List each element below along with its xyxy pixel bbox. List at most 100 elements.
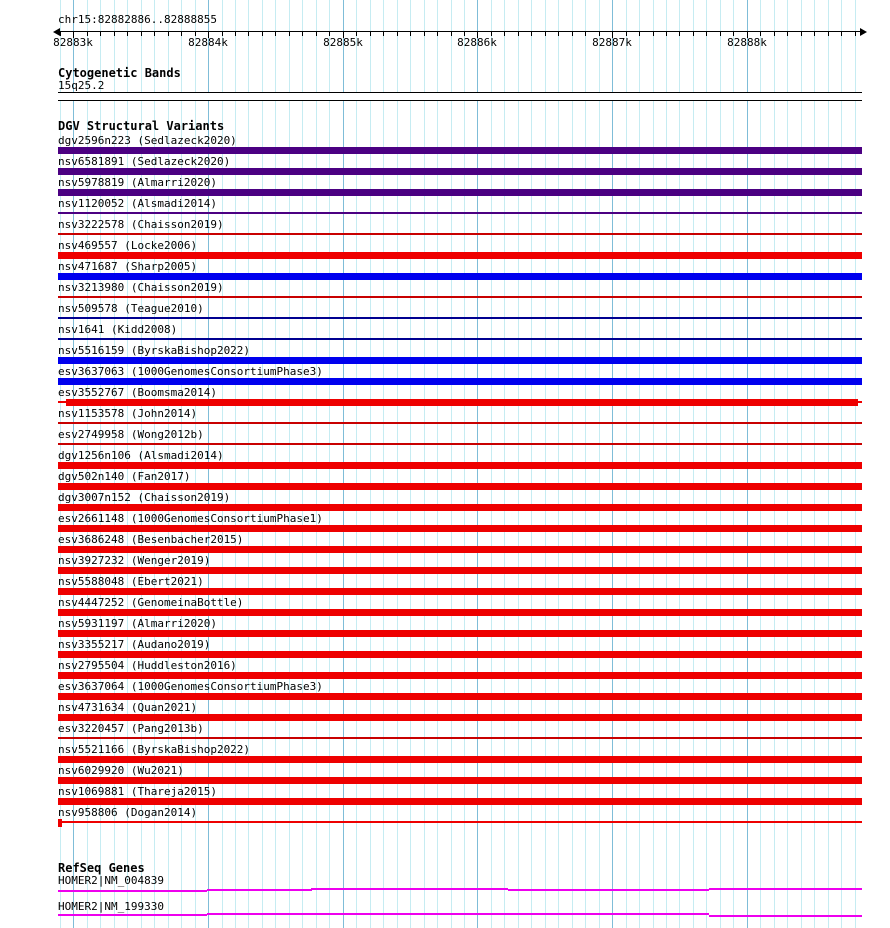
ruler-tick: [679, 31, 680, 36]
gene-line-segment[interactable]: [207, 889, 312, 891]
variant-bar[interactable]: [58, 168, 862, 175]
variant-label[interactable]: nsv1153578 (John2014): [58, 407, 198, 420]
ruler-tick: [518, 31, 519, 36]
ruler-tick-label: 82884k: [188, 36, 228, 49]
variant-label[interactable]: dgv2596n223 (Sedlazeck2020): [58, 134, 237, 147]
ruler-tick: [706, 31, 707, 36]
variant-label[interactable]: esv3637063 (1000GenomesConsortiumPhase3): [58, 365, 323, 378]
variant-bar[interactable]: [58, 714, 862, 721]
ruler-tick: [639, 31, 640, 36]
variant-label[interactable]: nsv4731634 (Quan2021): [58, 701, 198, 714]
variant-label[interactable]: esv3552767 (Boomsma2014): [58, 386, 217, 399]
variant-bar[interactable]: [58, 252, 862, 259]
ruler-tick: [343, 31, 344, 38]
gene-line-segment[interactable]: [311, 888, 508, 890]
variant-line[interactable]: [58, 296, 862, 298]
variant-label[interactable]: nsv4447252 (GenomeinaBottle): [58, 596, 244, 609]
variant-bar[interactable]: [58, 567, 862, 574]
variant-line[interactable]: [58, 737, 862, 739]
gene-line-segment[interactable]: [508, 889, 709, 891]
variant-bar[interactable]: [58, 609, 862, 616]
ruler-tick: [222, 31, 223, 36]
variant-line[interactable]: [58, 422, 862, 424]
variant-label[interactable]: nsv5521166 (ByrskaBishop2022): [58, 743, 251, 756]
gene-label[interactable]: HOMER2|NM_199330: [58, 900, 164, 913]
variant-label[interactable]: dgv3007n152 (Chaisson2019): [58, 491, 231, 504]
variant-label[interactable]: esv3220457 (Pang2013b): [58, 722, 204, 735]
ruler-tick: [397, 31, 398, 36]
variant-label[interactable]: esv3686248 (Besenbacher2015): [58, 533, 244, 546]
ruler-tick: [545, 31, 546, 36]
variant-line[interactable]: [58, 338, 862, 340]
variant-line[interactable]: [58, 443, 862, 445]
ruler-tick-label: 82888k: [727, 36, 767, 49]
ruler-tick: [491, 31, 492, 36]
ruler-tick: [504, 31, 505, 36]
gene-label[interactable]: HOMER2|NM_004839: [58, 874, 164, 887]
variant-label[interactable]: dgv1256n106 (Alsmadi2014): [58, 449, 224, 462]
variant-bar[interactable]: [58, 798, 862, 805]
ruler-tick: [814, 31, 815, 36]
variant-bar[interactable]: [58, 462, 862, 469]
variant-label[interactable]: nsv3222578 (Chaisson2019): [58, 218, 224, 231]
variant-label[interactable]: nsv471687 (Sharp2005): [58, 260, 198, 273]
variant-label[interactable]: nsv1641 (Kidd2008): [58, 323, 178, 336]
variant-bar[interactable]: [58, 693, 862, 700]
variant-line[interactable]: [58, 317, 862, 319]
variant-label[interactable]: nsv3355217 (Audano2019): [58, 638, 211, 651]
variant-bar[interactable]: [58, 546, 862, 553]
variant-bar[interactable]: [58, 588, 862, 595]
variant-label[interactable]: nsv1069881 (Thareja2015): [58, 785, 217, 798]
variant-label[interactable]: esv2661148 (1000GenomesConsortiumPhase1): [58, 512, 323, 525]
variant-bar[interactable]: [58, 672, 862, 679]
variant-label[interactable]: nsv3927232 (Wenger2019): [58, 554, 211, 567]
ruler-tick: [760, 31, 761, 36]
variant-bar[interactable]: [58, 525, 862, 532]
ruler-tick: [733, 31, 734, 36]
variant-bar[interactable]: [58, 357, 862, 364]
variant-label[interactable]: nsv6029920 (Wu2021): [58, 764, 184, 777]
gene-line-segment[interactable]: [508, 913, 709, 915]
variant-label[interactable]: nsv5588048 (Ebert2021): [58, 575, 204, 588]
gene-line-segment[interactable]: [207, 913, 312, 915]
variant-bar[interactable]: [58, 378, 862, 385]
variant-line[interactable]: [58, 233, 862, 235]
variant-bar[interactable]: [58, 147, 862, 154]
variant-label[interactable]: esv3637064 (1000GenomesConsortiumPhase3): [58, 680, 323, 693]
variant-label[interactable]: nsv2795504 (Huddleston2016): [58, 659, 237, 672]
variant-label[interactable]: nsv3213980 (Chaisson2019): [58, 281, 224, 294]
variant-line[interactable]: [58, 212, 862, 214]
variant-label[interactable]: nsv509578 (Teague2010): [58, 302, 204, 315]
variant-label[interactable]: nsv5978819 (Almarri2020): [58, 176, 217, 189]
variant-line[interactable]: [58, 821, 862, 823]
variant-label[interactable]: nsv5516159 (ByrskaBishop2022): [58, 344, 251, 357]
gene-line-segment[interactable]: [311, 913, 508, 915]
variant-bar[interactable]: [58, 504, 862, 511]
variant-label[interactable]: nsv6581891 (Sedlazeck2020): [58, 155, 231, 168]
variant-bar[interactable]: [58, 756, 862, 763]
variant-bar[interactable]: [58, 651, 862, 658]
variant-label[interactable]: nsv1120052 (Alsmadi2014): [58, 197, 217, 210]
variant-start-box[interactable]: [58, 819, 62, 827]
ruler-tick: [289, 31, 290, 36]
variant-label[interactable]: esv2749958 (Wong2012b): [58, 428, 204, 441]
gene-line-segment[interactable]: [709, 888, 862, 890]
gene-line-segment[interactable]: [709, 915, 862, 917]
gene-line-segment[interactable]: [58, 914, 207, 916]
ruler-tick: [248, 31, 249, 36]
variant-bar[interactable]: [58, 483, 862, 490]
variant-bar[interactable]: [58, 777, 862, 784]
ruler-tick: [60, 31, 61, 36]
variant-label[interactable]: dgv502n140 (Fan2017): [58, 470, 191, 483]
ruler-tick: [154, 31, 155, 36]
variant-bar[interactable]: [58, 189, 862, 196]
ruler-tick: [464, 31, 465, 36]
variant-bar[interactable]: [58, 273, 862, 280]
variant-label[interactable]: nsv5931197 (Almarri2020): [58, 617, 217, 630]
variant-bar[interactable]: [58, 630, 862, 637]
variant-label[interactable]: nsv958806 (Dogan2014): [58, 806, 198, 819]
ruler-tick: [841, 31, 842, 36]
variant-label[interactable]: nsv469557 (Locke2006): [58, 239, 198, 252]
gene-line-segment[interactable]: [58, 890, 207, 892]
variant-bar[interactable]: [66, 399, 858, 406]
